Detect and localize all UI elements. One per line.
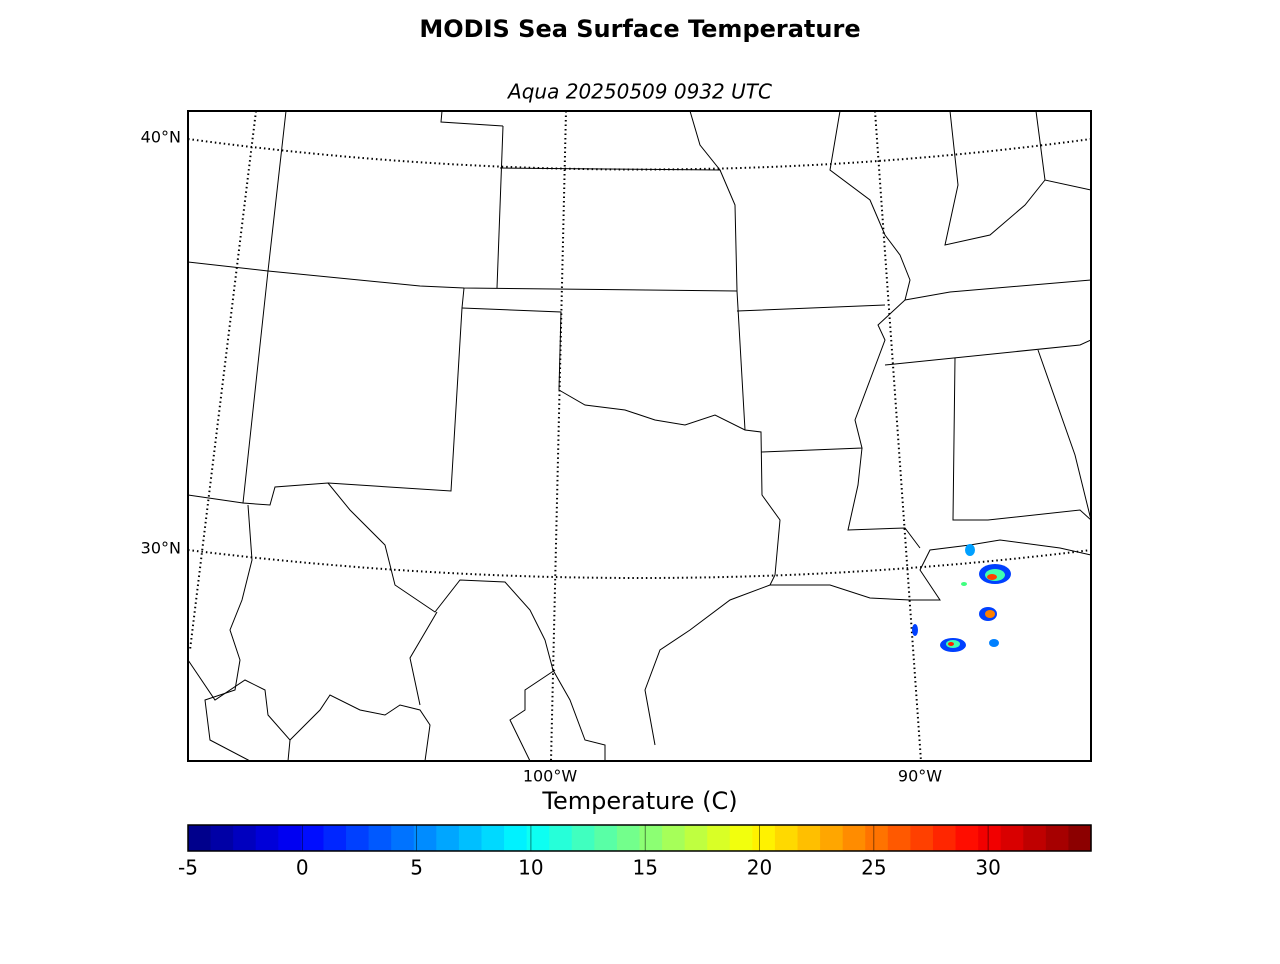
colorbar-swatch	[346, 825, 370, 851]
map	[188, 111, 1091, 761]
colorbar-tick-label: 10	[518, 856, 543, 880]
colorbar-swatch	[887, 825, 911, 851]
title: MODIS Sea Surface Temperature	[419, 15, 860, 43]
colorbar-tick-label: -5	[178, 856, 198, 880]
colorbar-swatch	[458, 825, 483, 851]
meridian-label: 100°W	[523, 767, 578, 786]
colorbar-swatch	[436, 825, 460, 851]
colorbar-swatch	[481, 825, 505, 851]
colorbar-swatch	[684, 825, 708, 851]
colorbar-swatch	[1023, 825, 1047, 851]
colorbar-swatch	[526, 825, 550, 851]
colorbar-swatch	[1045, 825, 1070, 851]
colorbar-swatch	[278, 825, 302, 851]
colorbar-swatch	[797, 825, 821, 851]
colorbar-swatch	[932, 825, 957, 851]
colorbar-swatch	[549, 825, 573, 851]
colorbar-swatch	[188, 825, 212, 851]
colorbar-swatch	[368, 825, 392, 851]
colorbar-label: Temperature (C)	[541, 787, 737, 815]
colorbar-swatch	[210, 825, 234, 851]
map-frame	[187, 110, 1092, 762]
colorbar-swatch	[255, 825, 279, 851]
colorbar-swatch	[233, 825, 257, 851]
colorbar-tick-label: 30	[975, 856, 1000, 880]
colorbar-swatch	[594, 825, 618, 851]
colorbar-swatch	[662, 825, 686, 851]
colorbar-swatch	[955, 825, 979, 851]
parallel-label: 40°N	[141, 128, 181, 147]
subtitle: Aqua 20250509 0932 UTC	[506, 80, 772, 104]
graticule	[188, 111, 1091, 761]
colorbar-swatch	[752, 825, 776, 851]
colorbar-swatch	[391, 825, 415, 851]
colorbar-swatch	[707, 825, 731, 851]
colorbar-swatch	[1068, 825, 1092, 851]
colorbar: -5 0 5 10 15 20 25 30	[178, 824, 1092, 880]
colorbar-swatch	[910, 825, 934, 851]
colorbar-tick-label: 0	[296, 856, 309, 880]
borders	[188, 111, 1091, 761]
colorbar-swatch	[774, 825, 799, 851]
colorbar-swatch	[842, 825, 866, 851]
parallel-label: 30°N	[141, 539, 181, 558]
colorbar-swatch	[300, 825, 325, 851]
colorbar-tick-label: 25	[861, 856, 886, 880]
colorbar-tick-label: 5	[410, 856, 423, 880]
colorbar-swatch	[413, 825, 437, 851]
colorbar-swatch	[978, 825, 1002, 851]
colorbar-swatch	[1000, 825, 1024, 851]
colorbar-swatch	[820, 825, 844, 851]
colorbar-swatch	[571, 825, 595, 851]
colorbar-swatch	[504, 825, 528, 851]
colorbar-tick-label: 15	[632, 856, 657, 880]
colorbar-swatch	[639, 825, 663, 851]
colorbar-swatch	[323, 825, 347, 851]
colorbar-swatch	[865, 825, 889, 851]
meridian-label: 90°W	[898, 767, 942, 786]
colorbar-swatch	[616, 825, 641, 851]
sst-pixels	[912, 544, 1011, 652]
colorbar-tick-label: 20	[747, 856, 772, 880]
colorbar-swatch	[729, 825, 753, 851]
